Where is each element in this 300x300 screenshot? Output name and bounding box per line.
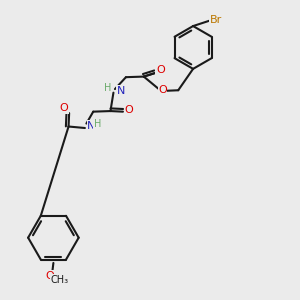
Text: O: O xyxy=(158,85,167,95)
Text: O: O xyxy=(45,271,54,281)
Text: O: O xyxy=(124,105,133,115)
Text: CH₃: CH₃ xyxy=(50,274,68,285)
Text: Br: Br xyxy=(210,14,222,25)
Text: O: O xyxy=(156,65,165,75)
Text: N: N xyxy=(87,121,96,130)
Text: O: O xyxy=(59,103,68,113)
Text: H: H xyxy=(104,83,112,93)
Text: N: N xyxy=(116,86,125,96)
Text: H: H xyxy=(94,118,101,128)
